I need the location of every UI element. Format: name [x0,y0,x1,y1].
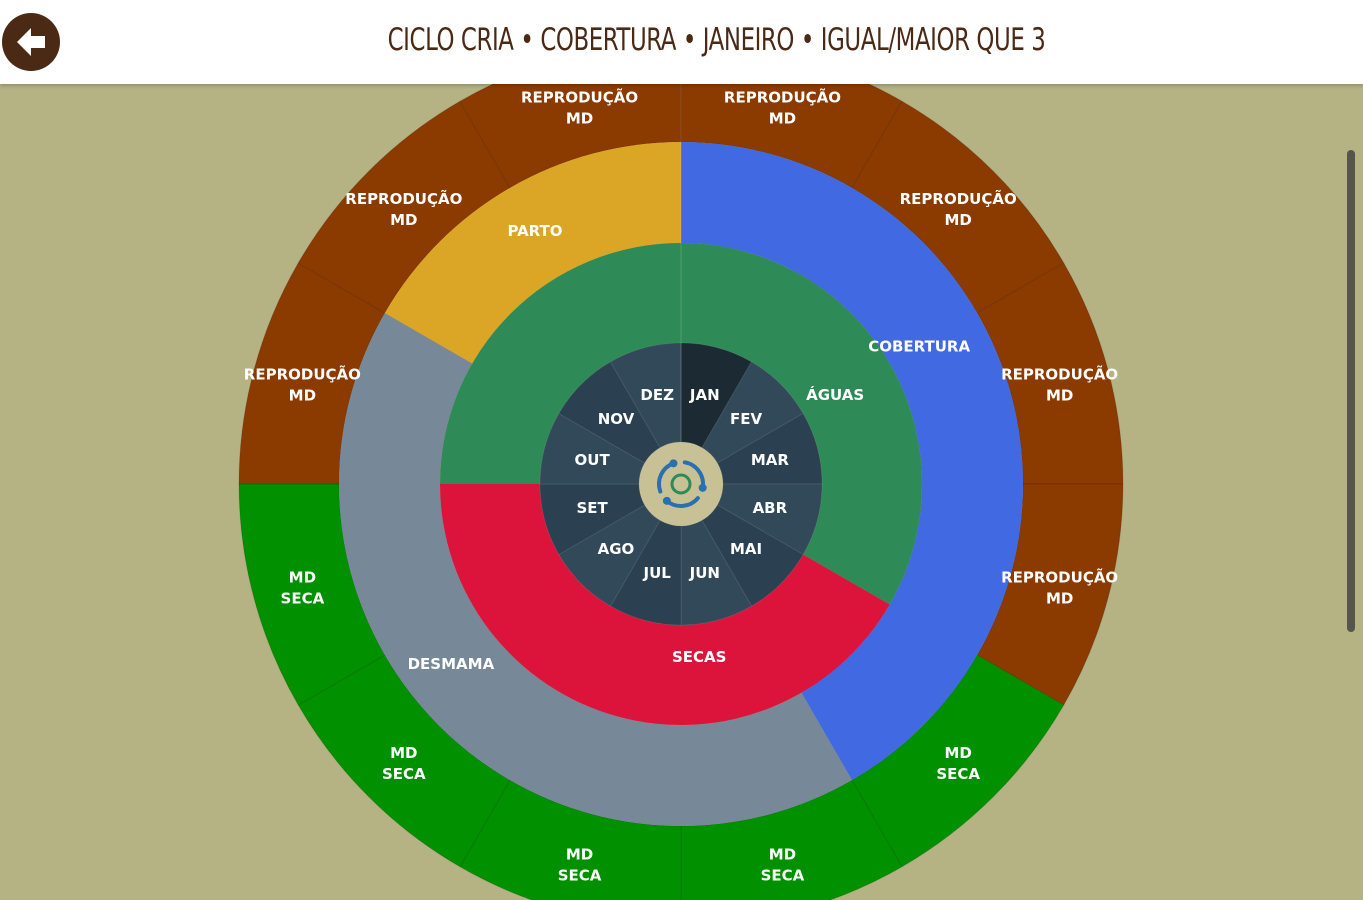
outer-segment-line1: MD [289,568,316,586]
phase-label-desmama: DESMAMA [408,655,495,673]
back-button[interactable] [2,13,60,71]
cycle-wheel: JAN FEV MAR ABR MAI JUN JUL AGO SET OUT NOV DEZ REP… [238,84,1124,900]
outer-segment-line2: MD [289,387,316,405]
outer-segment-line2: MD [944,211,971,229]
outer-segment-line2: MD [1046,387,1073,405]
outer-segment-label: MD SECA [281,568,325,607]
outer-ring [238,84,1124,900]
outer-segment-line1: MD [944,744,971,762]
phase-label-parto: PARTO [507,222,562,240]
phase-label-cobertura: COBERTURA [868,338,970,356]
outer-segment-line1: MD [390,744,417,762]
month-label-abr: ABR [753,499,788,517]
cycle-wheel-area: JAN FEV MAR ABR MAI JUN JUL AGO SET OUT NOV DEZ REP… [0,84,1363,900]
month-label-jul: JUL [643,564,672,582]
outer-segment-label: REPRODUÇÃO MD [724,87,841,127]
cycle-icon[interactable] [657,459,707,508]
app-header: CICLO CRIA • COBERTURA • JANEIRO • IGUAL… [0,0,1363,84]
scrollbar[interactable] [1347,150,1355,632]
month-label-mar: MAR [751,451,790,469]
month-label-ago: AGO [598,540,635,558]
season-aguas-0[interactable] [681,243,923,605]
outer-segment-label: MD SECA [936,744,980,783]
outer-segment-label: MD SECA [382,744,426,783]
outer-segment-line2: MD [566,109,593,127]
outer-segment-line2: SECA [558,867,602,885]
outer-segment-label: MD SECA [761,846,805,885]
month-label-set: SET [576,499,608,517]
outer-segment-line2: MD [1046,589,1073,607]
month-label-jun: JUN [689,564,720,582]
outer-segment-line1: REPRODUÇÃO [521,87,638,106]
outer-segment-line1: REPRODUÇÃO [900,189,1017,208]
outer-segment-label: REPRODUÇÃO MD [900,189,1017,229]
season-secas-1[interactable] [440,484,890,726]
outer-segment-label: REPRODUÇÃO MD [345,189,462,229]
phase-parto[interactable] [384,142,681,364]
phase-ring [339,142,1023,826]
outer-segment-label: REPRODUÇÃO MD [521,87,638,127]
phase-desmama[interactable] [339,313,853,826]
month-label-nov: NOV [598,410,635,428]
outer-segment-label: REPRODUÇÃO MD [1001,567,1118,607]
outer-segment-line2: SECA [761,867,805,885]
page-title: CICLO CRIA • COBERTURA • JANEIRO • IGUAL… [387,22,1046,58]
outer-segment-line2: SECA [936,765,980,783]
phase-cobertura[interactable] [681,142,1023,781]
season-label-aguas: ÁGUAS [806,385,864,404]
outer-segment-line1: REPRODUÇÃO [345,189,462,208]
center-hub [639,442,723,526]
arrow-left-icon [17,28,45,56]
outer-segment-label: REPRODUÇÃO MD [1001,365,1118,405]
outer-segment-label: MD SECA [558,846,602,885]
outer-segment-line1: REPRODUÇÃO [1001,365,1118,384]
season-label-secas: SECAS [672,648,726,666]
month-label-jan: JAN [689,386,720,404]
season-ring [440,243,923,726]
outer-segment-line1: REPRODUÇÃO [244,365,361,384]
center-hub-disc [639,442,723,526]
outer-segment-line2: SECA [281,589,325,607]
outer-segment-line1: MD [566,846,593,864]
outer-segment-line2: SECA [382,765,426,783]
outer-segment-line2: MD [390,211,417,229]
month-label-fev: FEV [730,410,762,428]
month-label-out: OUT [575,451,611,469]
outer-segment-line1: REPRODUÇÃO [1001,567,1118,586]
outer-segment-line1: REPRODUÇÃO [724,87,841,106]
outer-segment-label: REPRODUÇÃO MD [244,365,361,405]
month-label-mai: MAI [730,540,762,558]
month-label-dez: DEZ [640,386,674,404]
ring-labels: REPRODUÇÃOMDREPRODUÇÃOMDREPRODUÇÃOMDREPR… [244,87,1118,884]
season-aguas-2[interactable] [440,243,681,484]
outer-segment-line1: MD [769,846,796,864]
outer-segment-line2: MD [769,109,796,127]
